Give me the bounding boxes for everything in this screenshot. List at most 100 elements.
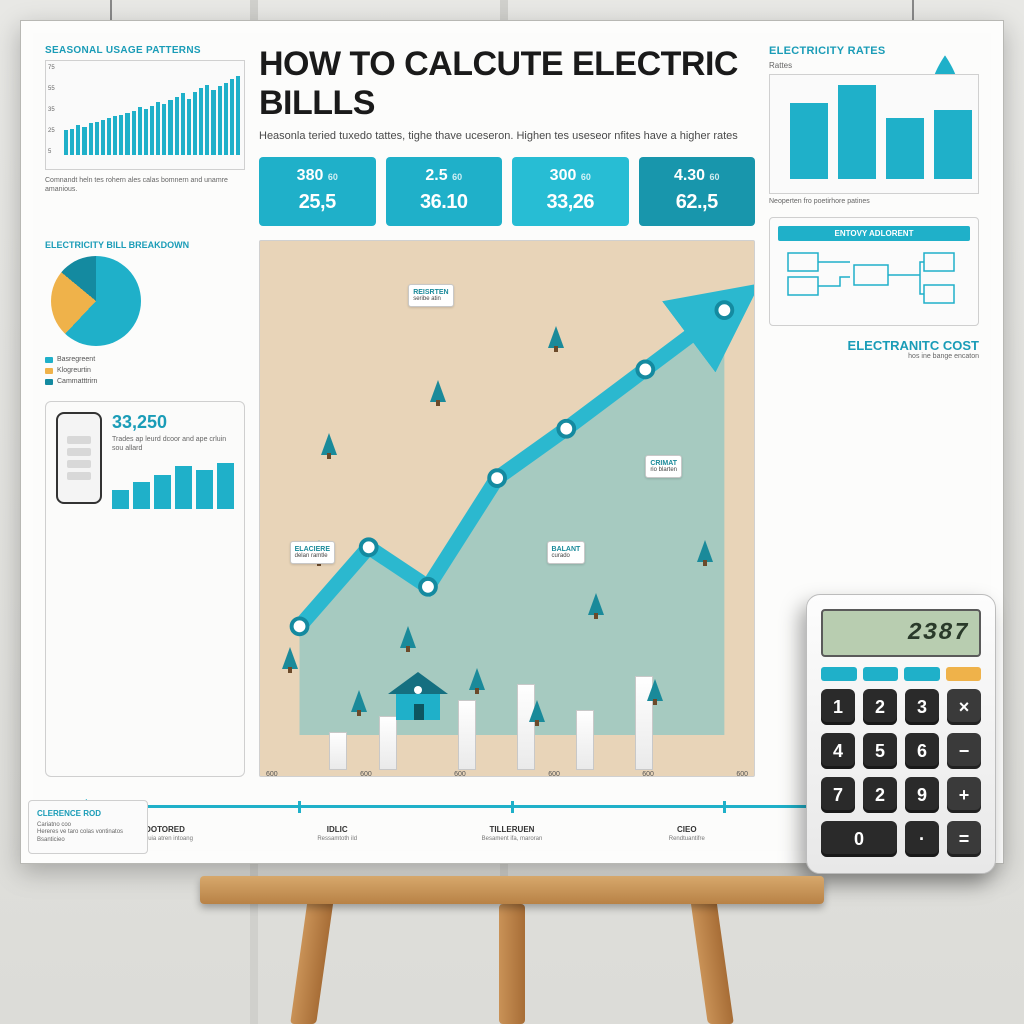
tier-main-value: 33,26 bbox=[520, 191, 621, 214]
mini-bar bbox=[133, 482, 150, 510]
timeline-tick bbox=[511, 801, 514, 813]
pie-legend: BasregreentKlogreurtinCammatttrirn bbox=[45, 354, 245, 387]
timeline-stop-sub: Ressamtoth ild bbox=[250, 836, 425, 843]
timeline-stop: TILLERUEN Besament ifa, maroran bbox=[425, 825, 600, 843]
timeline-stop-sub: Rendtuantifre bbox=[599, 836, 774, 843]
calculator-key[interactable]: 2 bbox=[863, 777, 897, 813]
mini-bar bbox=[196, 470, 213, 509]
seasonal-bar bbox=[218, 86, 222, 155]
footer-box-line: Hereres ve taro colas vontinatos bbox=[37, 829, 139, 837]
seasonal-bar bbox=[187, 99, 191, 155]
calculator-key[interactable]: 9 bbox=[905, 777, 939, 813]
calculator-display: 2387 bbox=[821, 609, 981, 657]
trend-line-chart bbox=[260, 241, 754, 735]
seasonal-bar bbox=[82, 127, 86, 155]
illustration-bar bbox=[329, 732, 347, 770]
poster-subtitle: Heasonla teried tuxedo tattes, tighe tha… bbox=[259, 129, 755, 143]
seasonal-bar bbox=[150, 106, 154, 155]
calculator-key[interactable]: · bbox=[905, 821, 939, 857]
calculator-key[interactable]: 3 bbox=[905, 689, 939, 725]
pie-block: ELECTRICITY BILL BREAKDOWN BasregreentKl… bbox=[45, 240, 245, 387]
illustration-callout: REISRTENseribe atin bbox=[408, 284, 453, 307]
timeline-stop: IDLICRessamtoth ild bbox=[250, 825, 425, 843]
seasonal-bar bbox=[205, 85, 209, 155]
seasonal-bar bbox=[144, 109, 148, 155]
calculator-key[interactable]: 4 bbox=[821, 733, 855, 769]
seasonal-bar bbox=[70, 129, 74, 155]
rates-bar bbox=[790, 103, 828, 179]
pie-legend-item: Klogreurtin bbox=[45, 365, 245, 376]
seasonal-bar bbox=[224, 83, 228, 155]
house-icon bbox=[388, 672, 448, 722]
calculator-function-row bbox=[821, 667, 981, 681]
illustration-callout: CRIMATrio blarten bbox=[645, 455, 682, 478]
seasonal-bar bbox=[230, 79, 234, 155]
seasonal-bar bbox=[175, 97, 179, 155]
easel-shelf-icon bbox=[200, 876, 824, 904]
illustration-x-tick: 600 bbox=[266, 771, 278, 777]
calculator-key[interactable]: + bbox=[947, 777, 981, 813]
seasonal-bar bbox=[211, 90, 215, 155]
illustration-bar bbox=[379, 716, 397, 770]
illustration-x-tick: 600 bbox=[360, 771, 372, 777]
seasonal-bar bbox=[95, 122, 99, 155]
illustration-callout: ELACIEREdelan ramtle bbox=[290, 541, 335, 564]
stat-value: 33,250 bbox=[112, 412, 234, 433]
calculator-key[interactable]: 7 bbox=[821, 777, 855, 813]
timeline-tick bbox=[298, 801, 301, 813]
mini-bar bbox=[112, 490, 129, 509]
calculator-key[interactable]: × bbox=[947, 689, 981, 725]
stat-caption: Trades ap leurd dcoor and ape crluin sou… bbox=[112, 435, 234, 453]
illustration-x-tick: 600 bbox=[736, 771, 748, 777]
seasonal-bar bbox=[162, 104, 166, 155]
seasonal-bar bbox=[181, 93, 185, 155]
calculator-key[interactable]: 0 bbox=[821, 821, 897, 857]
easel-leg-icon bbox=[499, 904, 525, 1024]
seasonal-y-axis: 755535255 bbox=[48, 65, 55, 155]
calculator-key[interactable]: − bbox=[947, 733, 981, 769]
tier-top-value: 2.5 60 bbox=[394, 167, 495, 185]
title-block: HOW TO CALCUTE ELECTRIC BILLLS Heasonla … bbox=[259, 45, 755, 143]
illustration-x-tick: 600 bbox=[642, 771, 654, 777]
seasonal-usage-block: SEASONAL USAGE PATTERNS 755535255 Comnan… bbox=[45, 45, 245, 226]
footer-box-title: CLERENCE ROD bbox=[37, 809, 139, 818]
mini-bar-chart bbox=[112, 461, 234, 509]
usage-stat-card: 33,250 Trades ap leurd dcoor and ape crl… bbox=[45, 401, 245, 777]
electricity-cost-block: ELECTRANITC COST hos ine bange encaton bbox=[769, 338, 979, 360]
timeline-stop-sub: Besament ifa, maroran bbox=[425, 836, 600, 843]
rates-bar bbox=[934, 110, 972, 179]
tier-top-value: 380 60 bbox=[267, 167, 368, 185]
seasonal-bar bbox=[168, 100, 172, 155]
illustration-bar bbox=[576, 710, 594, 770]
timeline-stop-head: TILLERUEN bbox=[425, 825, 600, 834]
seasonal-bar-chart: 755535255 bbox=[45, 60, 245, 170]
illustration-bar bbox=[458, 700, 476, 770]
axis-tick: 75 bbox=[48, 65, 55, 71]
seasonal-bar bbox=[113, 116, 117, 155]
calculator-key[interactable]: = bbox=[947, 821, 981, 857]
seasonal-chart-title: SEASONAL USAGE PATTERNS bbox=[45, 45, 245, 56]
rates-caption: Neoperten fro poetirhore patines bbox=[769, 198, 979, 205]
mini-bar bbox=[175, 466, 192, 509]
seasonal-bar bbox=[193, 92, 197, 155]
axis-tick: 55 bbox=[48, 86, 55, 92]
mini-bar bbox=[217, 463, 234, 509]
axis-tick: 35 bbox=[48, 107, 55, 113]
calculator-key[interactable]: 1 bbox=[821, 689, 855, 725]
seasonal-bar bbox=[76, 125, 80, 155]
smartphone-icon bbox=[56, 412, 102, 504]
footer-info-box: CLERENCE ROD Cariatno cooHereres ve taro… bbox=[28, 800, 148, 854]
seasonal-bar bbox=[101, 120, 105, 155]
calculator-key[interactable]: 5 bbox=[863, 733, 897, 769]
rates-bar-chart bbox=[769, 74, 979, 194]
calculator-key[interactable]: 2 bbox=[863, 689, 897, 725]
right-info-box: ENTOVY ADLORENT bbox=[769, 217, 979, 326]
calculator: 2387 123×456−729+0·= bbox=[806, 594, 996, 874]
tier-card: 380 6025,5 bbox=[259, 157, 376, 226]
poster-hanger-right bbox=[912, 0, 914, 20]
rates-bar bbox=[838, 85, 876, 179]
seasonal-chart-caption: Comnandt heln tes rohern ales calas bomn… bbox=[45, 176, 245, 194]
tier-top-value: 4.30 60 bbox=[647, 167, 748, 185]
calculator-key[interactable]: 6 bbox=[905, 733, 939, 769]
pie-legend-item: Cammatttrirn bbox=[45, 376, 245, 387]
